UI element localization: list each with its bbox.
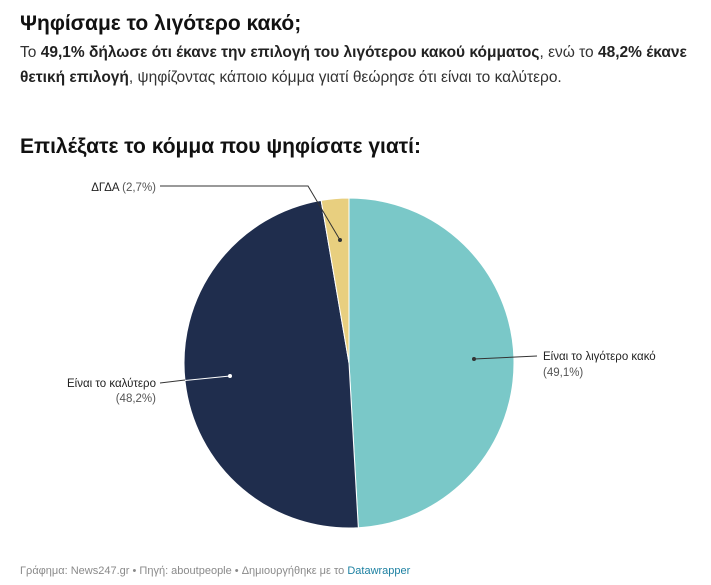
slice-label-value: (2,7%)	[122, 182, 156, 194]
slice-label: ΔΓΔΑ (2,7%)	[91, 182, 156, 194]
desc-highlight-2: 48,2% έκανε θετική επιλογή	[20, 44, 687, 86]
desc-text-3: , ψηφίζοντας κάποιο κόμμα γιατί θεώρησε …	[128, 69, 562, 86]
label-anchor-dot	[228, 374, 232, 378]
slice-label-value: (49,1%)	[543, 367, 583, 379]
footer-credits: Γράφημα: News247.gr • Πηγή: aboutpeople …	[20, 565, 348, 577]
pie-slice	[183, 199, 359, 529]
slice-label-value: (48,2%)	[116, 393, 156, 405]
label-leader-line	[160, 185, 341, 241]
datawrapper-link[interactable]: Datawrapper	[347, 565, 411, 577]
chart-description: Το 49,1% δήλωσε ότι έκανε την επιλογή το…	[20, 40, 692, 90]
slice-label-name: Είναι το καλύτερο	[67, 378, 156, 390]
desc-text-2: , ενώ το	[539, 44, 598, 61]
pie-slice	[320, 197, 350, 364]
label-anchor-dot	[338, 238, 342, 242]
chart-subtitle: Επιλέξατε το κόμμα που ψηφίσατε γιατί:	[20, 135, 421, 158]
desc-highlight-1: 49,1% δήλωσε ότι έκανε την επιλογή του λ…	[40, 44, 540, 61]
pie-slice	[348, 197, 515, 529]
label-anchor-dot	[472, 357, 476, 361]
label-leader-line	[159, 379, 186, 384]
slice-label-name: Είναι το λιγότερο κακό	[543, 351, 656, 363]
chart-footer: Γράφημα: News247.gr • Πηγή: aboutpeople …	[20, 565, 410, 577]
slice-label-name: ΔΓΔΑ	[91, 182, 122, 194]
chart-title: Ψηφίσαμε το λιγότερο κακό;	[20, 12, 302, 35]
desc-text-1: Το	[20, 44, 41, 61]
label-leader-line	[473, 355, 538, 360]
